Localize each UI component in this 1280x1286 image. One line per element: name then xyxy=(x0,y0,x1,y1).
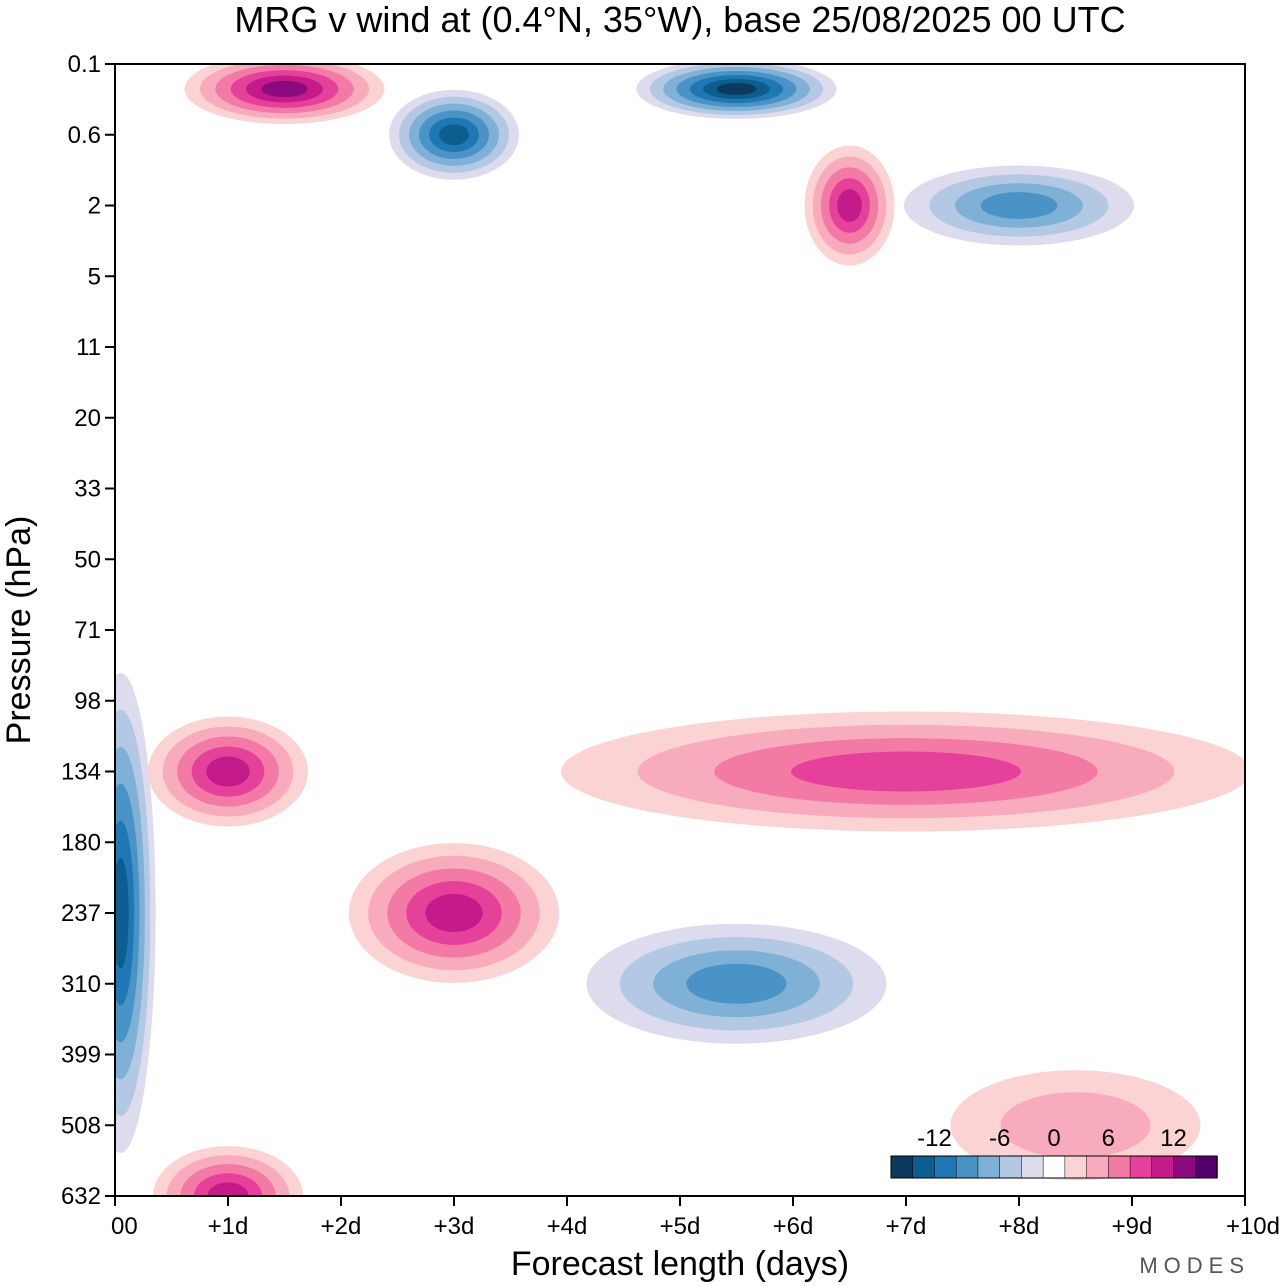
contour-feature-pos-day8-450 xyxy=(950,1070,1201,1181)
colorbar-swatch xyxy=(1064,1155,1088,1179)
colorbar-label: -6 xyxy=(989,1125,1010,1152)
contour-band xyxy=(1000,1092,1151,1159)
x-tick-label: +3d xyxy=(434,1213,475,1240)
x-tick-label: +8d xyxy=(999,1213,1040,1240)
contour-feature-pos-day1-600 xyxy=(153,1146,303,1196)
contour-feature-pos-day3-237 xyxy=(349,843,559,983)
x-axis: 00 +1d +2d +3d +4d +5d +6d +7d +8d +9d +10d xyxy=(111,1196,1280,1240)
y-tick-label: 134 xyxy=(61,759,101,786)
contour-band xyxy=(716,83,757,95)
x-tick-label: +2d xyxy=(321,1213,362,1240)
x-tick-label: +6d xyxy=(773,1213,814,1240)
colorbar: -12 -6 0 6 12 xyxy=(890,1125,1218,1179)
chart-title: MRG v wind at (0.4°N, 35°W), base 25/08/… xyxy=(234,0,1125,40)
y-tick-label: 50 xyxy=(74,546,101,573)
x-tick-label: 00 xyxy=(111,1213,138,1240)
colorbar-swatch xyxy=(1151,1155,1175,1179)
contour-feature-neg-surface-core xyxy=(115,673,156,1153)
contour-band xyxy=(115,857,129,969)
colorbar-swatch xyxy=(890,1155,914,1179)
x-tick-label: +7d xyxy=(886,1213,927,1240)
y-tick-label: 5 xyxy=(88,263,101,290)
y-tick-label: 98 xyxy=(74,688,101,715)
colorbar-frame xyxy=(890,1155,1218,1179)
contour-band xyxy=(206,756,250,787)
y-tick-label: 180 xyxy=(61,829,101,856)
y-tick-label: 2 xyxy=(88,193,101,220)
colorbar-swatch xyxy=(912,1155,936,1179)
colorbar-swatch xyxy=(1195,1155,1218,1179)
y-axis: 0.1 0.6 2 5 11 20 33 50 71 98 134 180 237 310 399 508 63… xyxy=(61,51,115,1210)
colorbar-swatch xyxy=(1086,1155,1110,1179)
brand-logo: MODES xyxy=(1139,1253,1250,1278)
x-tick-label: +5d xyxy=(660,1213,701,1240)
contour-feature-neg-day5-330 xyxy=(586,923,887,1044)
contour-band xyxy=(837,189,862,222)
colorbar-swatch xyxy=(955,1155,979,1179)
colorbar-label: 0 xyxy=(1047,1125,1060,1152)
y-tick-label: 20 xyxy=(74,405,101,432)
y-tick-label: 399 xyxy=(61,1042,101,1069)
colorbar-swatch xyxy=(1021,1155,1044,1179)
contour-feature-pos-top-day6.5 xyxy=(804,145,895,266)
colorbar-swatch xyxy=(977,1155,1001,1179)
y-tick-label: 632 xyxy=(61,1183,101,1210)
y-tick-label: 0.1 xyxy=(68,51,101,78)
contour-feature-pos-band-134 xyxy=(561,711,1245,832)
y-tick-label: 11 xyxy=(76,334,101,361)
contour-band xyxy=(207,1182,249,1196)
x-tick-label: +10d xyxy=(1226,1213,1280,1240)
contour-band xyxy=(261,80,308,98)
y-tick-label: 508 xyxy=(61,1112,101,1139)
contour-feature-pos-day1-134 xyxy=(148,716,308,827)
contour-feature-neg-top-day8 xyxy=(904,165,1134,246)
y-tick-label: 71 xyxy=(74,617,101,644)
contour-feature-neg-top-day5.5 xyxy=(636,64,837,119)
colorbar-label: -12 xyxy=(917,1125,952,1152)
x-tick-label: +9d xyxy=(1112,1213,1153,1240)
contour-band xyxy=(980,192,1058,219)
x-tick-label: +1d xyxy=(208,1213,249,1240)
contour-fields xyxy=(115,64,1245,1196)
colorbar-swatch xyxy=(1173,1155,1197,1179)
contour-band xyxy=(425,893,483,933)
colorbar-label: 6 xyxy=(1102,1125,1115,1152)
colorbar-swatch xyxy=(1129,1155,1153,1179)
y-tick-label: 33 xyxy=(74,476,101,503)
colorbar-swatch xyxy=(934,1155,957,1179)
contour-feature-neg-top-day3 xyxy=(389,89,519,180)
contour-band xyxy=(439,124,469,146)
y-tick-label: 237 xyxy=(61,900,101,927)
contour-band xyxy=(791,751,1021,792)
contour-feature-pos-top-day1.5 xyxy=(184,64,385,124)
contour-band xyxy=(686,963,787,1004)
colorbar-swatch xyxy=(999,1155,1023,1179)
colorbar-swatch xyxy=(1108,1155,1131,1179)
y-tick-label: 310 xyxy=(61,971,101,998)
colorbar-label: 12 xyxy=(1160,1125,1187,1152)
x-axis-label: Forecast length (days) xyxy=(511,1245,849,1283)
colorbar-swatch xyxy=(1042,1155,1066,1179)
y-tick-label: 0.6 xyxy=(68,122,101,149)
x-tick-label: +4d xyxy=(547,1213,588,1240)
y-axis-label: Pressure (hPa) xyxy=(0,516,38,745)
